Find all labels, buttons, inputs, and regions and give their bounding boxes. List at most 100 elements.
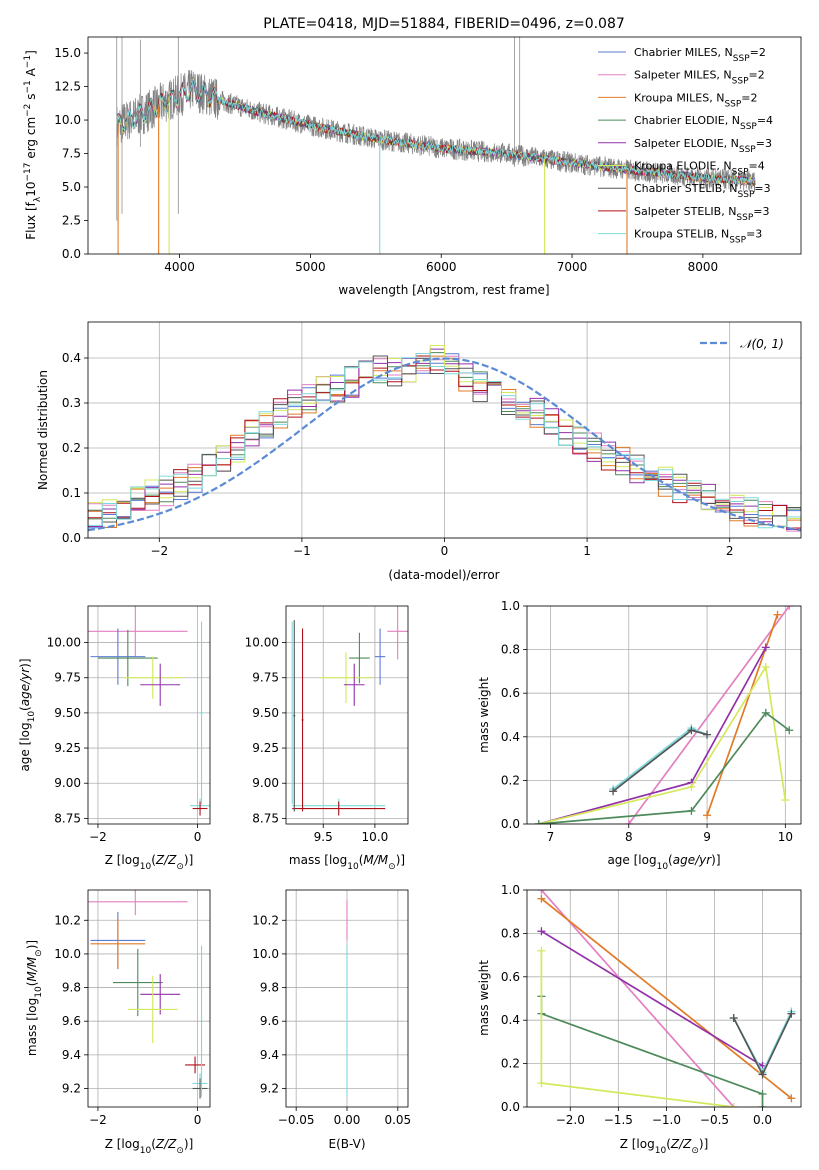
x-tick-label: −1.5 xyxy=(604,1113,633,1127)
y-tick-label: 0.2 xyxy=(62,441,81,455)
x-axis-label: age [log10(age/yr)] xyxy=(607,853,720,872)
weight-line xyxy=(628,606,790,824)
y-tick-label: 0.0 xyxy=(62,247,81,261)
y-tick-label: 9.6 xyxy=(62,1014,81,1028)
y-tick-label: 9.00 xyxy=(54,776,81,790)
y-tick-label: 10.0 xyxy=(54,947,81,961)
chart-title: PLATE=0418, MJD=51884, FIBERID=0496, z=0… xyxy=(263,16,625,32)
weight-line xyxy=(540,996,764,1107)
y-tick-label: 0.4 xyxy=(62,351,81,365)
y-tick-label: 10.00 xyxy=(245,636,279,650)
x-axis-label: E(B-V) xyxy=(328,1137,365,1151)
y-tick-label: 0.2 xyxy=(501,1057,520,1071)
y-axis-label: Normed distribution xyxy=(36,370,50,490)
x-tick-label: 8000 xyxy=(688,260,719,274)
y-tick-label: 9.2 xyxy=(62,1081,81,1095)
axes-age_vs_Z: −2 0 8.75 9.00 9.25 9.50 9.75 10.00 xyxy=(47,605,211,844)
plot-area xyxy=(537,890,796,1107)
weight-line xyxy=(538,664,787,824)
x-tick-label: 2 xyxy=(726,544,734,558)
y-axis-label: mass weight xyxy=(477,960,491,1036)
x-tick-label: 5000 xyxy=(295,260,326,274)
y-tick-label: 10.0 xyxy=(54,113,81,127)
x-tick-label: −0.05 xyxy=(278,1113,315,1127)
x-axis-label: wavelength [Angstrom, rest frame] xyxy=(338,283,549,297)
plot-area xyxy=(88,345,801,533)
x-axis-label: Z [log10(Z/Z⊙)] xyxy=(105,853,194,872)
axes-frame xyxy=(87,36,802,255)
axes-massweight_vs_Z: −2.0 −1.5 −1.0 −0.5 0.0 0.0 0.2 0.4 0.6 0.8 1.0 xyxy=(501,883,802,1127)
histogram-step-line xyxy=(88,353,801,533)
y-tick-label: 0.4 xyxy=(501,1013,520,1027)
y-tick-label: 9.4 xyxy=(62,1048,81,1062)
y-tick-label: 10.2 xyxy=(54,913,81,927)
y-tick-label: 1.0 xyxy=(501,599,520,613)
axes-frame xyxy=(87,321,802,539)
y-tick-label: 10.2 xyxy=(252,913,279,927)
plot-area xyxy=(88,890,208,1099)
x-tick-label: 0 xyxy=(441,544,449,558)
y-axis-label: mass weight xyxy=(477,677,491,753)
legend-label: 𝒩(0, 1) xyxy=(740,337,784,351)
axes-massweight_vs_age: 7 8 9 10 0.0 0.2 0.4 0.6 0.8 1.0 xyxy=(501,599,802,844)
x-tick-label: −2 xyxy=(89,830,107,844)
weight-line xyxy=(538,711,790,824)
y-tick-label: 2.5 xyxy=(62,214,81,228)
model-spectrum-line xyxy=(116,77,756,184)
axes-mass_vs_EBV: −0.05 0.00 0.05 9.2 9.4 9.6 9.8 10.0 10.2 xyxy=(252,889,411,1127)
y-tick-label: 9.75 xyxy=(252,671,279,685)
y-tick-label: 8.75 xyxy=(54,811,81,825)
y-tick-label: 0.0 xyxy=(501,817,520,831)
y-tick-label: 7.5 xyxy=(62,147,81,161)
y-tick-label: 9.4 xyxy=(260,1048,279,1062)
x-axis-label: (data-model)/error xyxy=(388,568,499,582)
x-tick-label: −2 xyxy=(150,544,168,558)
x-tick-label: 0 xyxy=(194,1113,202,1127)
legend-label: Salpeter ELODIE, NSSP=3 xyxy=(634,137,772,155)
legend-label: Kroupa STELIB, NSSP=3 xyxy=(634,228,762,246)
axes-age_vs_mass: 9.5 10.0 8.75 9.00 9.25 9.50 9.75 10.00 xyxy=(245,605,409,844)
x-tick-label: 6000 xyxy=(426,260,457,274)
x-tick-label: 10.0 xyxy=(362,830,389,844)
y-tick-label: 9.2 xyxy=(260,1081,279,1095)
y-tick-label: 0.4 xyxy=(501,730,520,744)
y-tick-label: 9.50 xyxy=(252,706,279,720)
axes-frame xyxy=(87,605,211,825)
x-tick-label: 0.0 xyxy=(753,1113,772,1127)
x-tick-label: 0.00 xyxy=(334,1113,361,1127)
x-tick-label: 8 xyxy=(625,830,633,844)
plot-area xyxy=(116,37,756,254)
y-tick-label: 0.0 xyxy=(62,531,81,545)
weight-line xyxy=(540,930,763,1067)
weight-line xyxy=(540,890,735,1107)
x-tick-label: 4000 xyxy=(164,260,195,274)
x-tick-label: −2 xyxy=(89,1113,107,1127)
axes-frame xyxy=(285,605,409,825)
x-tick-label: 1 xyxy=(583,544,591,558)
x-tick-label: −2.0 xyxy=(556,1113,585,1127)
x-axis-label: Z [log10(Z/Z⊙)] xyxy=(105,1137,194,1156)
weight-line xyxy=(706,614,779,816)
x-tick-label: 9 xyxy=(703,830,711,844)
axes-mass_vs_Z: −2 0 9.2 9.4 9.6 9.8 10.0 10.2 xyxy=(54,889,211,1127)
x-tick-label: 7 xyxy=(547,830,555,844)
legend-label: Chabrier STELIB, NSSP=3 xyxy=(634,182,771,200)
y-tick-label: 8.75 xyxy=(252,811,279,825)
y-tick-label: 0.6 xyxy=(501,970,520,984)
axes-frame xyxy=(526,605,802,825)
weight-line xyxy=(540,898,792,1099)
axes-frame xyxy=(526,889,802,1108)
y-tick-label: 0.8 xyxy=(501,926,520,940)
y-tick-label: 10.00 xyxy=(47,636,81,650)
weight-line xyxy=(538,646,767,824)
legend-label: Kroupa ELODIE, NSSP=4 xyxy=(634,160,765,178)
y-tick-label: 9.25 xyxy=(54,741,81,755)
x-axis-label: mass [log10(M/M⊙)] xyxy=(289,853,405,872)
axes-spectrum: 4000 5000 6000 7000 8000 0.0 2.5 5.0 7.5 10.0 12.5… xyxy=(54,36,802,274)
y-tick-label: 9.8 xyxy=(260,981,279,995)
legend-label: Salpeter STELIB, NSSP=3 xyxy=(634,205,770,223)
x-tick-label: 7000 xyxy=(557,260,588,274)
y-tick-label: 0.6 xyxy=(501,686,520,700)
y-tick-label: 9.75 xyxy=(54,671,81,685)
